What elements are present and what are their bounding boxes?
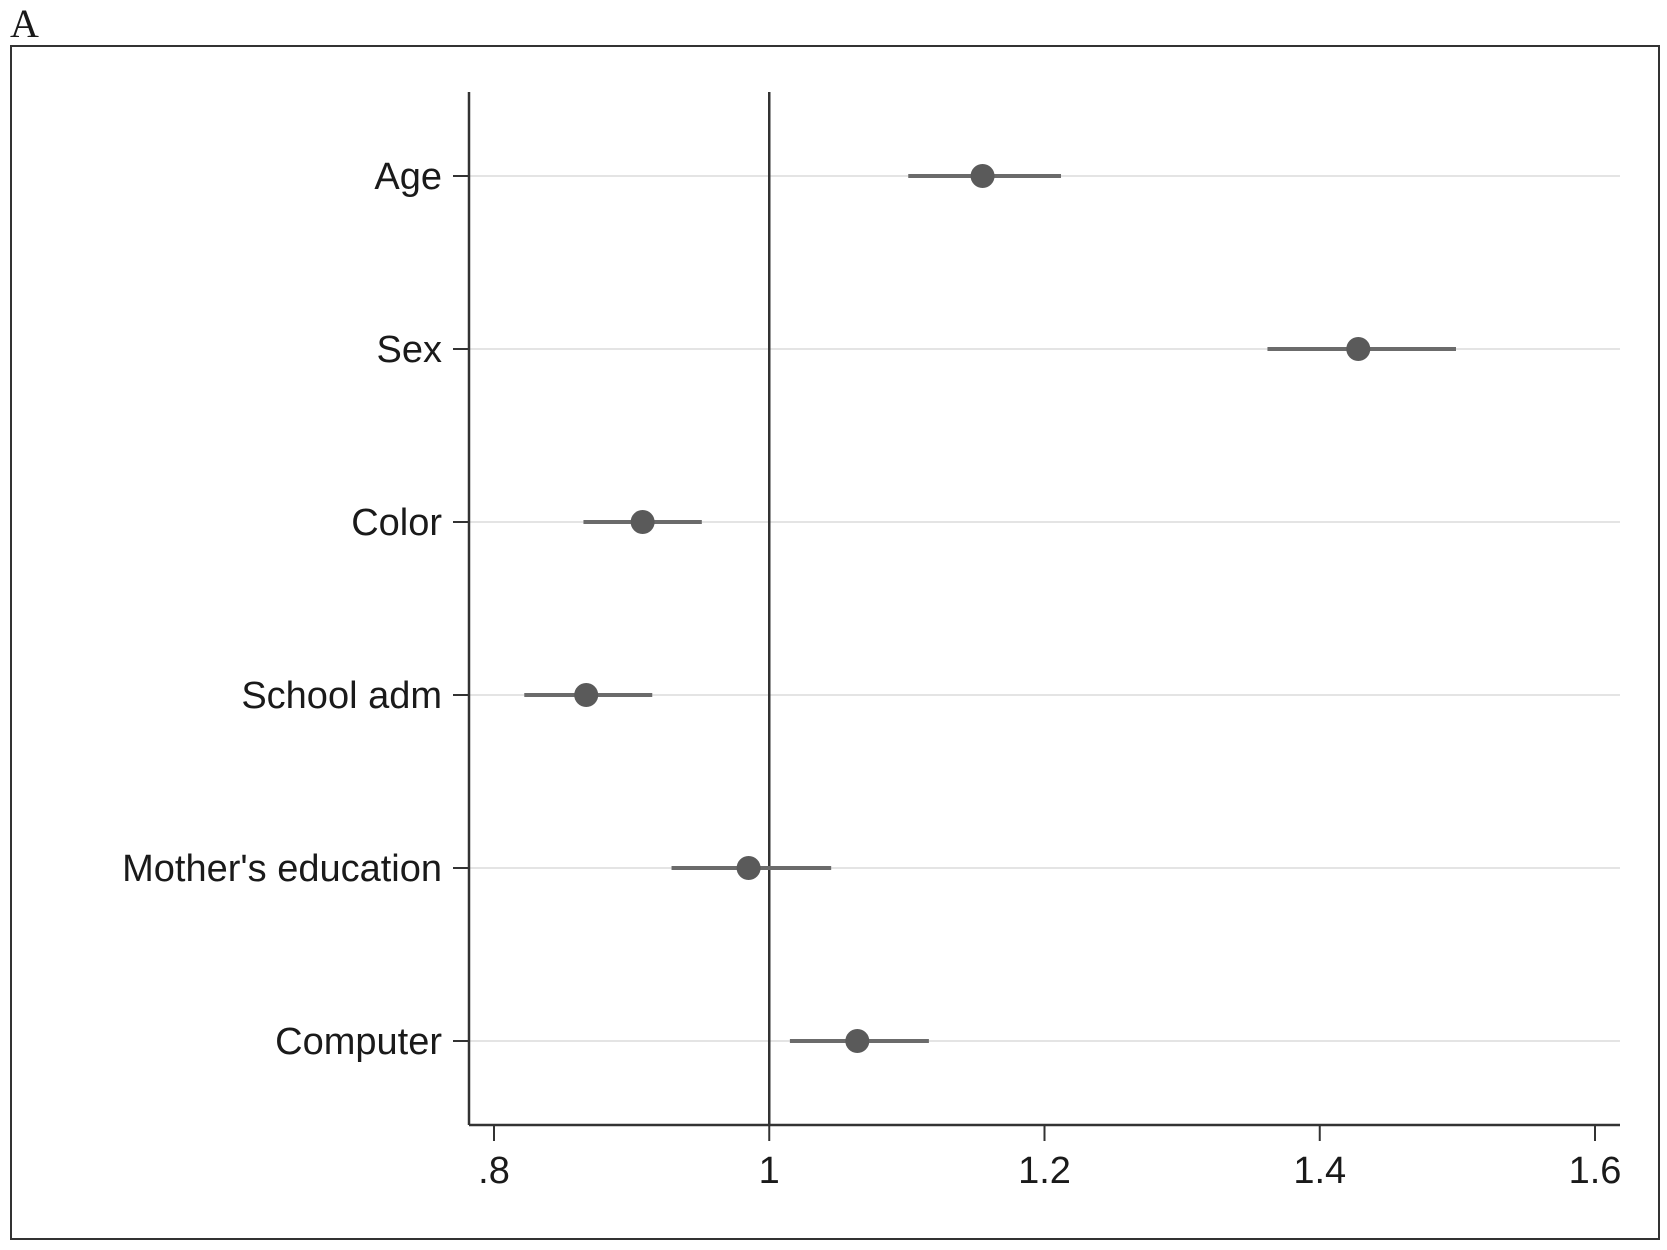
estimate-marker <box>970 164 995 188</box>
y-tick-label: Sex <box>377 329 442 371</box>
y-tick-label: Age <box>374 156 442 198</box>
estimate-marker <box>845 1029 870 1053</box>
y-tick-label: School adm <box>241 675 442 717</box>
y-tick-label: Computer <box>275 1021 442 1063</box>
estimate-marker <box>1346 337 1371 361</box>
estimate-marker <box>736 856 761 880</box>
y-tick-label: Mother's education <box>122 848 442 890</box>
point-estimates <box>574 164 1371 1053</box>
confidence-intervals <box>524 174 1456 1043</box>
x-tick-label: 1.2 <box>1018 1150 1071 1192</box>
labels: Age Sex Color School adm Mother's education C… <box>122 156 1621 1192</box>
x-tick-label: .8 <box>478 1150 510 1192</box>
x-tick-label: 1.6 <box>1569 1150 1622 1192</box>
estimate-marker <box>574 683 599 707</box>
panel-label: A <box>10 1 39 46</box>
figure-frame <box>10 45 1660 1240</box>
x-tick-label: 1.4 <box>1293 1150 1346 1192</box>
estimate-marker <box>630 510 655 534</box>
axes <box>453 92 1620 1141</box>
y-tick-label: Color <box>351 502 442 544</box>
gridlines <box>469 175 1620 1042</box>
x-tick-label: 1 <box>759 1150 780 1192</box>
